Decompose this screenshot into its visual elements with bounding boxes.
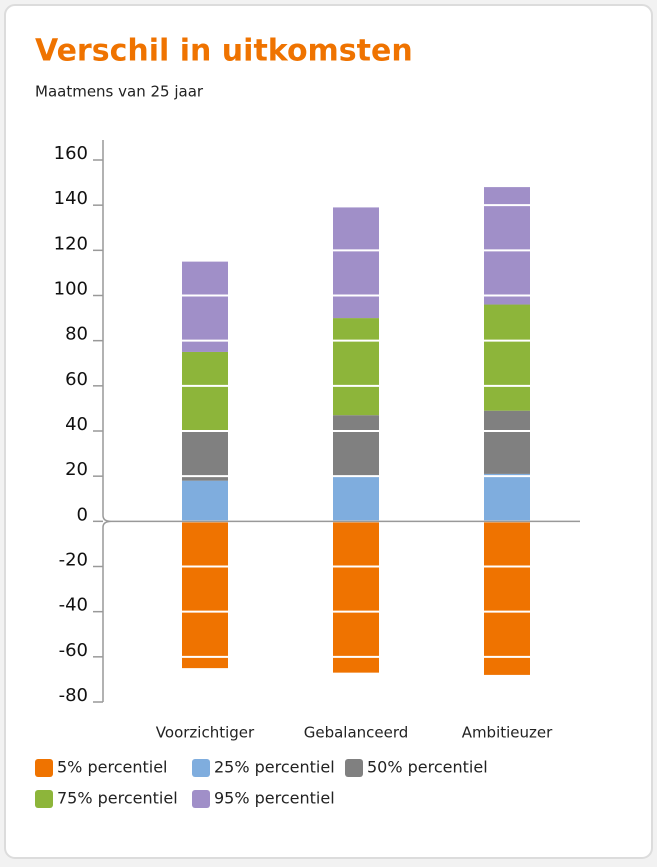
legend-label: 75% percentiel: [57, 789, 178, 808]
x-tick-label: Gebalanceerd: [304, 724, 409, 742]
y-tick-label: 140: [54, 188, 88, 209]
legend-swatch: [35, 759, 53, 777]
y-tick-label: 160: [54, 143, 88, 164]
legend-label: 95% percentiel: [214, 789, 335, 808]
legend-label: 50% percentiel: [367, 758, 488, 777]
legend-swatch: [35, 790, 53, 808]
axis: [102, 140, 580, 702]
legend-swatch: [192, 790, 210, 808]
y-tick-label: -60: [59, 640, 88, 661]
y-tick-label: 20: [65, 459, 88, 480]
y-tick-label: -20: [59, 550, 88, 571]
x-tick-label: Voorzichtiger: [156, 724, 255, 742]
legend-label: 5% percentiel: [57, 758, 167, 777]
chart-subtitle: Maatmens van 25 jaar: [35, 83, 204, 101]
bar-segment: [484, 473, 530, 522]
y-tick-label: -40: [59, 595, 88, 616]
y-tick-label: 60: [65, 369, 88, 390]
bar-segment: [333, 318, 379, 416]
bar-segment: [333, 415, 379, 477]
legend-swatch: [345, 759, 363, 777]
bar-segment: [182, 351, 228, 431]
y-tick-label: -80: [59, 685, 88, 706]
chart-title: Verschil in uitkomsten: [35, 34, 413, 69]
legend-label: 25% percentiel: [214, 758, 335, 777]
bar-segment: [182, 431, 228, 481]
x-tick-label: Ambitieuzer: [462, 724, 553, 742]
legend-swatch: [192, 759, 210, 777]
bar-segment: [484, 304, 530, 411]
y-tick-label: 0: [77, 504, 88, 525]
bar-segment: [484, 187, 530, 305]
bar-segment: [182, 261, 228, 352]
y-tick-label: 100: [54, 279, 88, 300]
y-tick-label: 80: [65, 324, 88, 345]
bar-segment: [333, 207, 379, 319]
y-tick-label: 120: [54, 233, 88, 254]
bar-segment: [182, 480, 228, 522]
bar-segment: [333, 521, 379, 673]
y-tick-label: 40: [65, 414, 88, 435]
bar-segment: [182, 521, 228, 669]
bar-segment: [484, 410, 530, 474]
bar-segment: [484, 521, 530, 675]
bar-segment: [333, 476, 379, 522]
